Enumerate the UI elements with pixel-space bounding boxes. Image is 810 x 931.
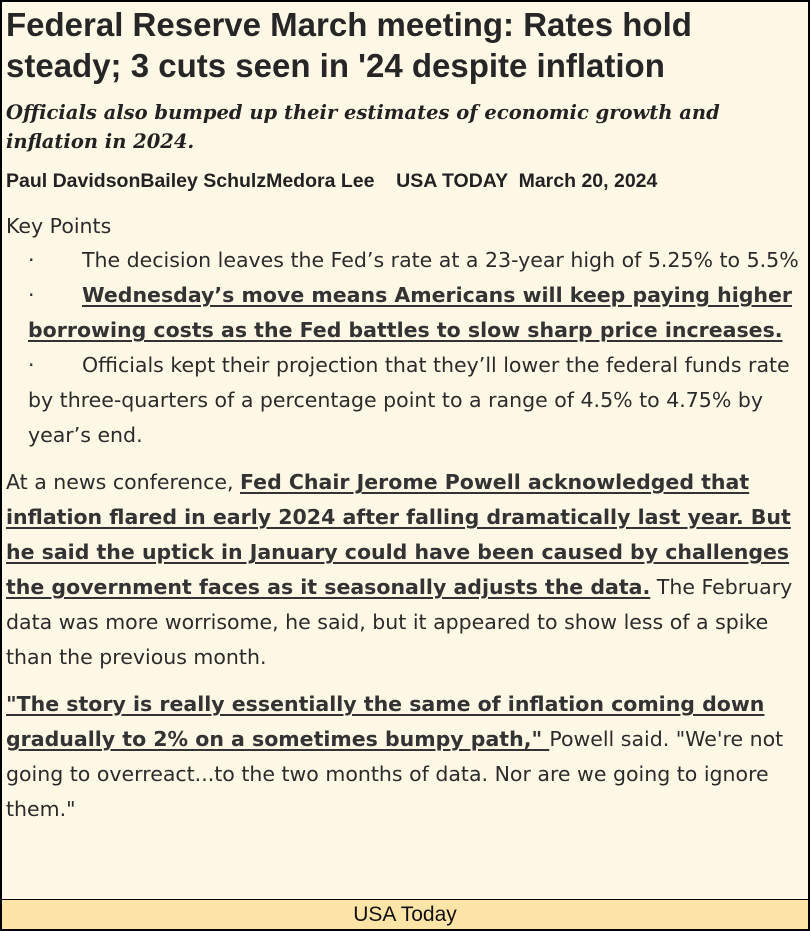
bullet-marker: · (28, 248, 35, 272)
key-point-text: Officials kept their projection that the… (28, 353, 790, 447)
paragraph-text: At a news conference, (6, 470, 240, 494)
key-point-item: · The decision leaves the Fed’s rate at a… (28, 243, 804, 278)
byline-authors: Paul DavidsonBailey SchulzMedora Lee (6, 170, 375, 192)
paragraph-text: The February data was more worrisome, he… (6, 575, 793, 669)
source-footer: USA Today (2, 899, 808, 929)
byline: Paul DavidsonBailey SchulzMedora Lee USA… (6, 168, 804, 194)
key-points-title: Key Points (6, 214, 112, 238)
bullet-marker: · (28, 353, 35, 377)
article-paragraph: "The story is really essentially the sam… (6, 687, 804, 827)
byline-publication: USA TODAY (396, 170, 508, 192)
paragraph-link[interactable]: Fed Chair Jerome Powell acknowledged tha… (6, 470, 791, 599)
paragraph-text: Powell said. "We're not going to overrea… (6, 727, 784, 821)
bullet-marker: · (28, 283, 35, 307)
key-point-item: · Officials kept their projection that th… (28, 348, 804, 453)
quote-link[interactable]: "The story is really essentially the sam… (6, 692, 765, 751)
article-subheadline: Officials also bumped up their estimates… (6, 101, 720, 153)
article-body: Federal Reserve March meeting: Rates hol… (6, 4, 804, 827)
key-point-link[interactable]: Wednesday’s move means Americans will ke… (28, 283, 793, 342)
byline-date: March 20, 2024 (518, 170, 658, 192)
article-paragraph: At a news conference, Fed Chair Jerome P… (6, 465, 804, 675)
key-points-list: · The decision leaves the Fed’s rate at a… (6, 243, 804, 453)
article-headline: Federal Reserve March meeting: Rates hol… (6, 6, 692, 84)
key-point-item: · Wednesday’s move means Americans will k… (28, 278, 804, 348)
key-point-text: The decision leaves the Fed’s rate at a … (82, 248, 799, 272)
